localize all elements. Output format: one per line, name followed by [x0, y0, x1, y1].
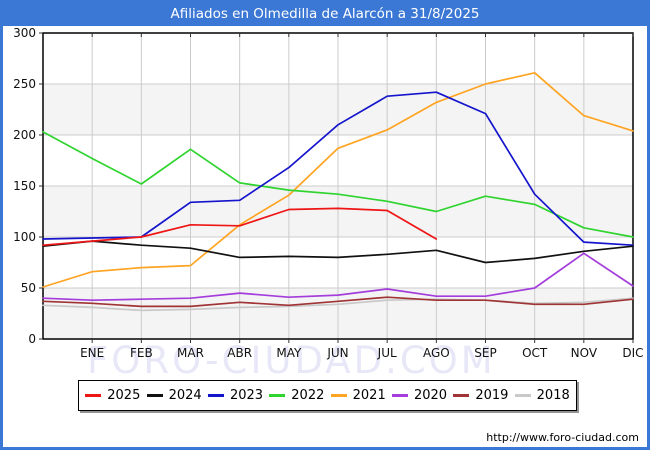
legend-swatch-2018	[514, 394, 531, 397]
legend-swatch-2019	[453, 394, 470, 397]
y-axis-tick-label: 0	[28, 332, 36, 346]
footer-url[interactable]: http://www.foro-ciudad.com	[486, 431, 639, 444]
x-axis-tick-label: SEP	[474, 346, 496, 360]
series-line-2022	[42, 131, 634, 238]
legend-entry-2024[interactable]: 2024	[146, 388, 202, 403]
y-axis-tick-label: 150	[13, 179, 36, 193]
y-axis-tick-label: 250	[13, 77, 36, 91]
x-axis-tick-label: MAY	[276, 346, 302, 360]
legend-swatch-2020	[391, 394, 408, 397]
y-axis-tick-label: 100	[13, 230, 36, 244]
series-line-2018	[42, 297, 634, 312]
x-axis-tick-label: JUN	[326, 346, 348, 360]
legend-swatch-2025	[85, 394, 102, 397]
legend-entry-2023[interactable]: 2023	[207, 388, 264, 403]
legend-swatch-2022	[269, 394, 286, 397]
x-axis-tick-label: ENE	[80, 346, 104, 360]
legend-swatch-2021	[330, 394, 347, 397]
legend-label: 2022	[291, 388, 325, 403]
legend-label: 2020	[413, 388, 448, 403]
legend-entry-2025[interactable]: 2025	[85, 388, 140, 403]
legend-swatch-2023	[207, 394, 224, 397]
legend-label: 2019	[475, 388, 509, 403]
y-axis-tick-label: 50	[21, 281, 36, 295]
y-axis-tick-label: 300	[13, 26, 36, 40]
series-line-2025	[42, 207, 438, 247]
x-axis-tick-label: AGO	[423, 346, 450, 360]
y-axis-tick-label: 200	[13, 128, 36, 142]
x-axis-tick-label: ABR	[227, 346, 252, 360]
legend-label: 2024	[168, 388, 202, 403]
x-axis-tick-label: FEB	[130, 346, 153, 360]
legend-label: 2018	[536, 388, 570, 403]
x-axis-tick-label: NOV	[571, 346, 598, 360]
legend-label: 2025	[107, 388, 141, 403]
chart-legend: 2025 2024 2023 2022 2021 2020 2019 2018	[78, 380, 577, 411]
legend-label: 2021	[352, 388, 386, 403]
series-line-2019	[42, 296, 634, 308]
legend-swatch-2024	[146, 394, 163, 397]
x-axis-tick-label: DIC	[622, 346, 643, 360]
legend-entry-2019[interactable]: 2019	[453, 388, 508, 403]
legend-label: 2023	[229, 388, 264, 403]
series-line-2021	[42, 71, 634, 288]
legend-entry-2018[interactable]: 2018	[514, 388, 570, 403]
series-line-2024	[42, 240, 634, 264]
x-axis-tick-label: JUL	[377, 346, 397, 360]
chart-title: Afiliados en Olmedilla de Alarcón a 31/8…	[3, 3, 647, 26]
series-line-2020	[42, 252, 634, 302]
legend-entry-2020[interactable]: 2020	[391, 388, 448, 403]
x-axis-tick-label: MAR	[177, 346, 204, 360]
x-axis-tick-label: OCT	[522, 346, 548, 360]
affiliates-line-chart: 0 50 100 150 200 250 300 ENE FEB MAR ABR MAY JUN JUL A…	[13, 26, 643, 360]
legend-entry-2022[interactable]: 2022	[269, 388, 324, 403]
legend-entry-2021[interactable]: 2021	[330, 388, 386, 403]
